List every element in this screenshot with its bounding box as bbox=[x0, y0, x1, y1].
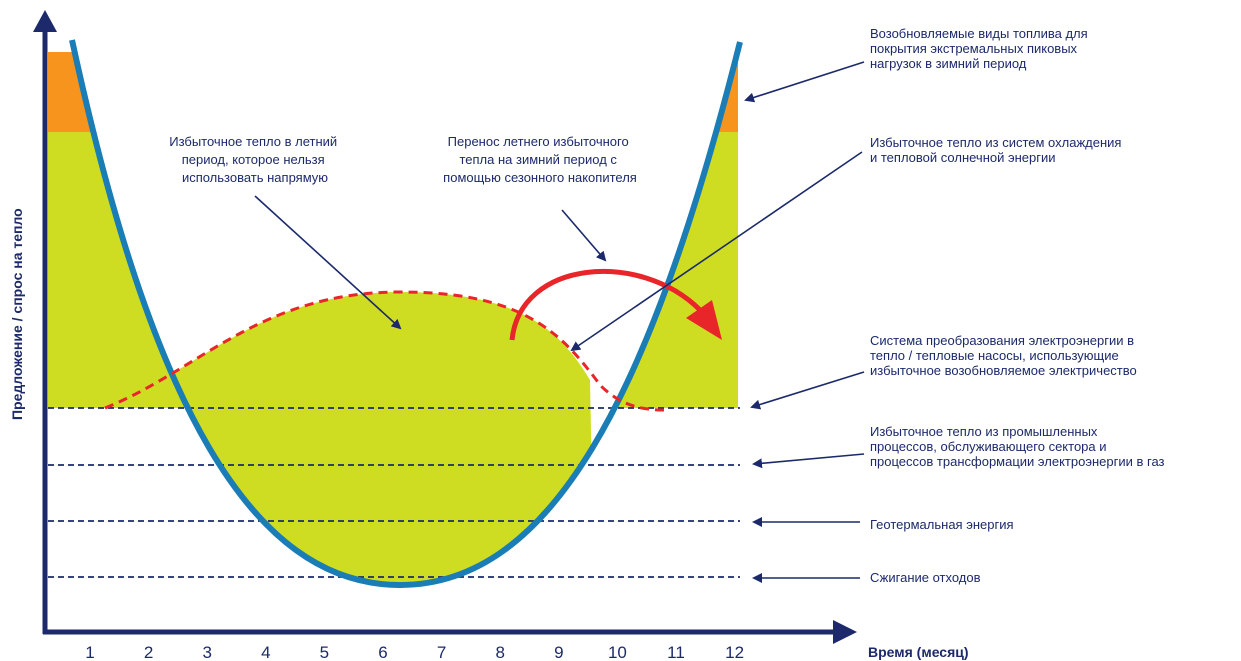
pointer bbox=[570, 151, 863, 352]
month-label: 1 bbox=[85, 643, 94, 661]
cooling-label: Избыточное тепло из систем охлаждения и … bbox=[870, 135, 1125, 165]
margin bbox=[0, 0, 48, 661]
month-labels: 1 2 3 4 5 6 7 8 9 10 11 12 bbox=[85, 643, 744, 661]
industrial-label: Избыточное тепло из промышленных процесс… bbox=[870, 424, 1165, 469]
y-axis-label: Предложение / спрос на тепло bbox=[9, 208, 25, 420]
waste-label: Сжигание отходов bbox=[870, 570, 981, 585]
demand-curve bbox=[69, 39, 743, 589]
summer-surplus-label: Избыточное тепло в летний период, которо… bbox=[169, 134, 341, 185]
y-axis-arrow bbox=[33, 10, 57, 32]
month-label: 8 bbox=[495, 643, 504, 661]
month-label: 3 bbox=[202, 643, 211, 661]
pointer bbox=[254, 195, 402, 330]
month-label: 11 bbox=[667, 643, 685, 661]
month-label: 12 bbox=[725, 643, 744, 661]
month-label: 6 bbox=[378, 643, 387, 661]
month-label: 2 bbox=[144, 643, 153, 661]
month-label: 10 bbox=[608, 643, 627, 661]
pointer bbox=[750, 371, 865, 410]
storage-label: Перенос летнего избыточного тепла на зим… bbox=[443, 134, 637, 185]
month-label: 5 bbox=[320, 643, 329, 661]
pointer bbox=[752, 453, 865, 469]
month-label: 4 bbox=[261, 643, 270, 661]
surplus-curve bbox=[104, 290, 666, 412]
month-label: 7 bbox=[437, 643, 446, 661]
x-axis-arrow bbox=[833, 620, 857, 644]
x-axis-label: Время (месяц) bbox=[868, 644, 969, 660]
storage-arrowhead bbox=[686, 300, 722, 340]
geothermal-label: Геотермальная энергия bbox=[870, 517, 1014, 532]
month-label: 9 bbox=[554, 643, 563, 661]
power-to-heat-label: Система преобразования электроэнергии в … bbox=[870, 333, 1138, 378]
renewable-label: Возобновляемые виды топлива для покрытия… bbox=[870, 26, 1091, 71]
storage-arrow bbox=[509, 268, 702, 341]
pointer bbox=[561, 209, 607, 262]
pointer bbox=[744, 61, 865, 103]
